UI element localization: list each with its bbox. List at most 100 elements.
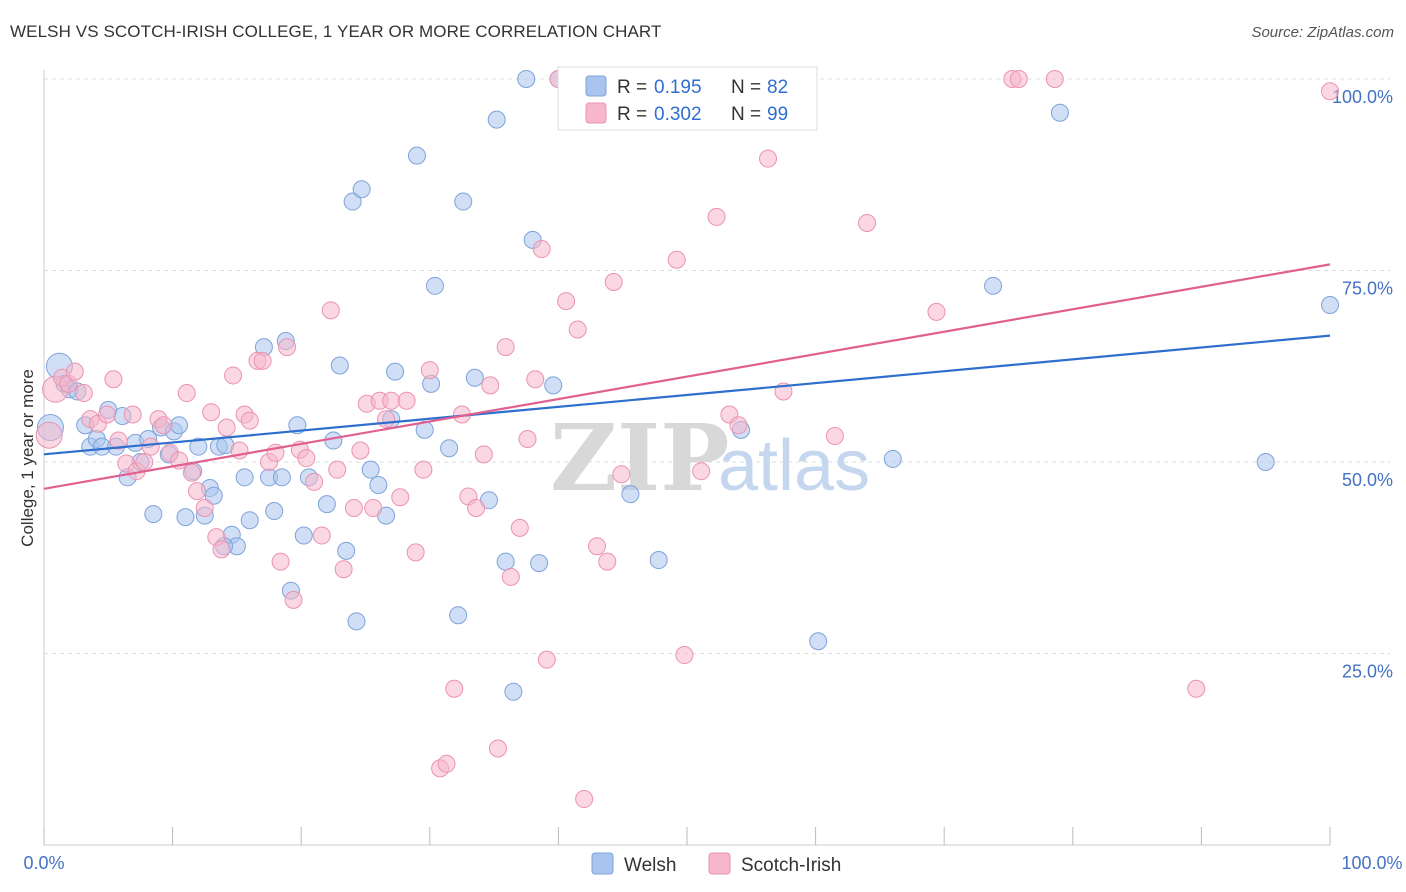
scotch-irish-point (1321, 82, 1339, 101)
welsh-point (317, 495, 336, 514)
scotch-irish-point (98, 405, 117, 424)
welsh-point (294, 526, 313, 545)
x-tick-label-min: 0.0% (23, 853, 64, 873)
scotch-irish-point (240, 411, 259, 430)
welsh-point (530, 554, 549, 573)
scotch-irish-point (177, 384, 196, 403)
scotch-irish-point (759, 149, 778, 168)
scotch-irish-point (496, 338, 515, 357)
welsh-point (487, 110, 506, 129)
scotch-irish-point (182, 463, 201, 482)
scotch-irish-point (195, 498, 214, 517)
scotch-irish-point (224, 366, 243, 385)
y-tick-labels: 25.0% 50.0% 75.0% 100.0% (1332, 87, 1393, 682)
scotch-irish-point (123, 405, 142, 424)
scotch-irish-point (568, 320, 587, 339)
welsh-point (272, 468, 291, 487)
scotch-irish-point (74, 384, 93, 403)
gridlines (44, 78, 1390, 654)
welsh-point (343, 192, 362, 211)
scotch-irish-point (406, 543, 425, 562)
welsh-point (984, 276, 1003, 295)
x-tick-label-max: 100.0% (1341, 853, 1402, 873)
source-attribution: Source: ZipAtlas.com (1251, 24, 1394, 41)
welsh-point (883, 449, 902, 468)
scotch-irish-point (437, 754, 456, 773)
scotch-irish-point (532, 240, 551, 259)
welsh-point (407, 146, 426, 165)
scotch-irish-point (397, 391, 416, 410)
scotch-irish-point (1045, 70, 1064, 88)
scotch-irish-point (518, 430, 537, 449)
welsh-point (386, 362, 405, 381)
scotch-irish-point (217, 418, 236, 437)
welsh-r-label: R = (617, 77, 647, 98)
welsh-point (361, 460, 380, 479)
scotch-irish-point (278, 338, 297, 357)
scotch-irish-point (604, 272, 623, 291)
watermark: ZIP atlas (550, 404, 870, 512)
welsh-point (352, 180, 371, 199)
scotch-irish-point (109, 431, 128, 450)
welsh-point (496, 552, 515, 571)
scotch-irish-point (667, 250, 686, 269)
welsh-point (235, 468, 254, 487)
welsh-n-value: 82 (767, 77, 788, 98)
scotch-legend-swatch (585, 102, 607, 124)
scotch-irish-point (377, 410, 396, 429)
scotch-irish-point (858, 214, 877, 233)
scotch-irish-point (391, 488, 410, 507)
welsh-point (454, 192, 473, 211)
y-tick-label: 25.0% (1342, 662, 1393, 682)
scotch-irish-point (501, 567, 520, 586)
scotch-irish-point (467, 498, 486, 517)
scotch-irish-point (321, 301, 340, 320)
welsh-point (176, 508, 195, 527)
welsh-point (1050, 103, 1069, 122)
scotch-irish-point (312, 526, 331, 545)
welsh-point (204, 486, 223, 505)
trend-lines (43, 263, 1331, 490)
scotch-irish-point (297, 449, 316, 468)
scotch-irish-point (481, 376, 500, 395)
watermark-zip: ZIP (550, 404, 729, 512)
scotch-irish-point (141, 437, 160, 456)
welsh-n-label: N = (731, 77, 761, 98)
scotch-irish-point (104, 370, 123, 389)
x-ticks (43, 827, 1331, 845)
scotch-irish-point (692, 462, 711, 481)
welsh-point (517, 70, 536, 88)
scotch-irish-point (587, 537, 606, 556)
chart-title: WELSH VS SCOTCH-IRISH COLLEGE, 1 YEAR OR… (10, 22, 662, 41)
scotch-irish-point (474, 445, 493, 464)
welsh-point (324, 431, 343, 450)
scotch-irish-point (188, 482, 207, 501)
welsh-point (649, 551, 668, 570)
scotch-irish-point (537, 650, 556, 669)
welsh-point (347, 612, 366, 631)
y-tick-label: 100.0% (1332, 87, 1393, 107)
welsh-point (440, 439, 459, 458)
welsh-point (449, 606, 468, 625)
series-legend: Welsh Scotch-Irish (591, 852, 841, 876)
scotch-irish-trend-line (43, 263, 1331, 490)
scotch-irish-point (414, 460, 433, 479)
welsh-legend-swatch (585, 75, 607, 97)
scotch-irish-point (382, 391, 401, 410)
scotch-series-swatch (708, 852, 731, 875)
y-axis-label: College, 1 year or more (18, 369, 37, 547)
scotch-irish-point (253, 351, 272, 370)
welsh-point (621, 485, 640, 504)
welsh-point (465, 368, 484, 387)
welsh-series-label: Welsh (624, 855, 676, 876)
scotch-irish-point (154, 416, 173, 435)
scotch-irish-point (598, 552, 617, 571)
scotch-irish-point (445, 679, 464, 698)
welsh-point (144, 505, 163, 524)
scotch-irish-point (271, 552, 290, 571)
welsh-point (504, 682, 523, 701)
scotch-n-value: 99 (767, 104, 788, 125)
scotch-irish-point (1187, 679, 1206, 698)
scotch-irish-point (65, 362, 84, 381)
y-tick-label: 75.0% (1342, 279, 1393, 299)
